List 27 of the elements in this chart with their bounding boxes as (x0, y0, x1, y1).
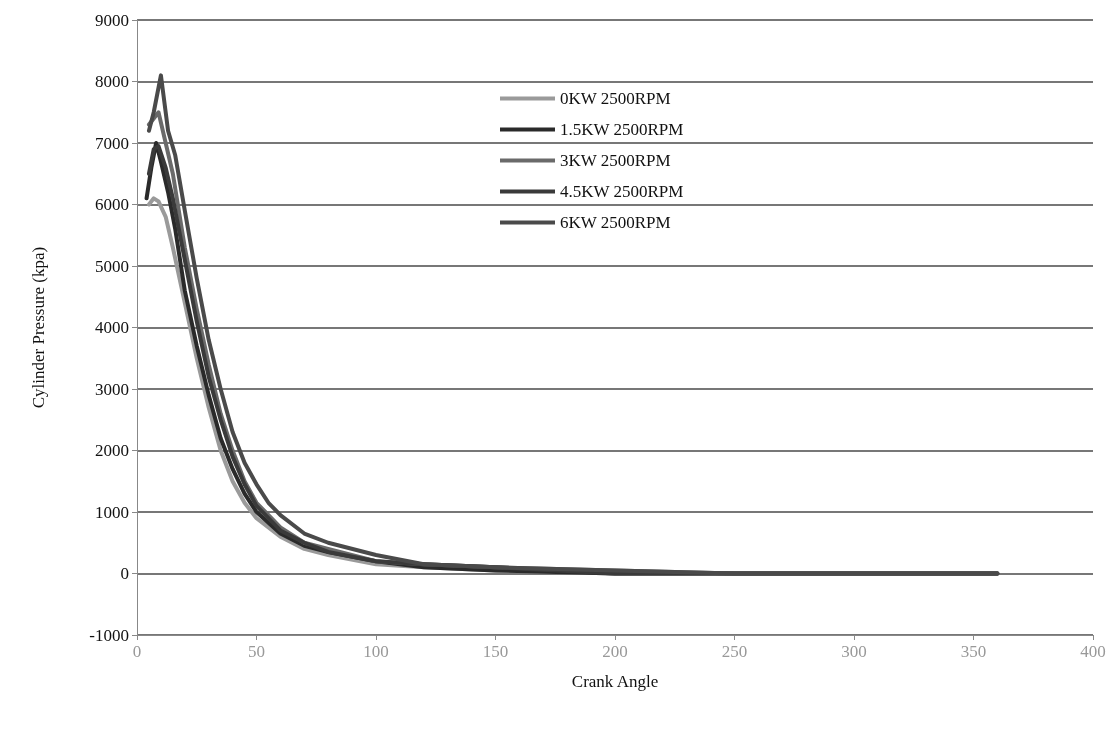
x-tick-label: 0 (132, 642, 142, 661)
y-tick-label: 2000 (95, 441, 129, 460)
x-tick-label: 400 (1080, 642, 1106, 661)
x-axis-title: Crank Angle (571, 672, 659, 691)
y-tick-label: 1000 (95, 502, 129, 522)
x-tick-label: 100 (363, 642, 389, 661)
x-tick-label: 350 (960, 642, 987, 661)
y-tick-label: 4000 (95, 318, 129, 337)
y-tick-label: 5000 (95, 256, 129, 276)
y-tick-label: 0 (120, 564, 129, 583)
x-tick-label: 300 (841, 642, 867, 661)
legend-label: 6KW 2500RPM (560, 213, 671, 232)
legend-label: 1.5KW 2500RPM (560, 120, 684, 139)
x-tick-label: 50 (248, 642, 265, 661)
y-tick-label: 9000 (95, 10, 129, 30)
y-tick-label: 6000 (95, 195, 129, 214)
legend-label: 4.5KW 2500RPM (560, 182, 684, 201)
y-tick-label: -1000 (89, 625, 129, 645)
legend-label: 3KW 2500RPM (560, 151, 671, 170)
legend-label: 0KW 2500RPM (560, 89, 671, 108)
y-tick-label: 7000 (95, 133, 129, 153)
x-tick-label: 250 (721, 642, 748, 661)
y-tick-label: 3000 (95, 379, 129, 399)
x-tick-label: 200 (602, 642, 628, 661)
x-tick-label: 150 (482, 642, 509, 661)
y-axis-title: Cylinder Pressure (kpa) (29, 246, 48, 409)
y-tick-label: 8000 (95, 72, 129, 91)
